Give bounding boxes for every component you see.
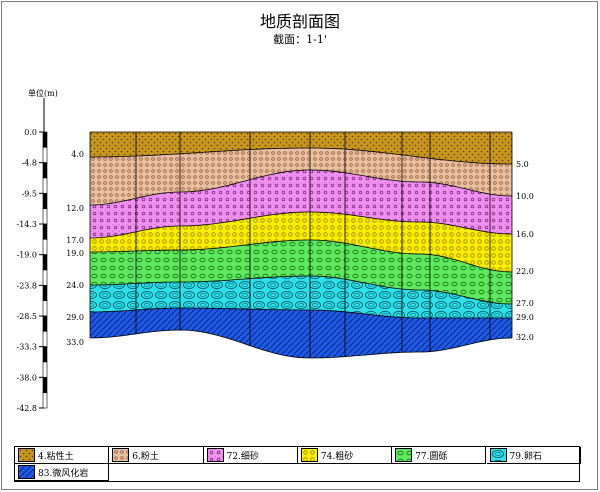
- axis-scale-block: [42, 239, 48, 255]
- axis-scale-block: [42, 223, 48, 240]
- axis-tick-label: -38.0: [16, 373, 37, 382]
- axis-scale-block: [42, 361, 48, 378]
- layer-boundary: [89, 211, 513, 239]
- axis-scale-block: [42, 131, 48, 148]
- axis-scale-block: [42, 208, 48, 225]
- left-depth-label: 4.0: [71, 150, 84, 159]
- legend-swatch: [489, 448, 507, 462]
- right-depth-label: 29.0: [516, 313, 534, 322]
- layer-boundary: [90, 147, 512, 165]
- layer-boundary: [90, 239, 513, 273]
- borehole-lines: [89, 132, 513, 358]
- legend-item-72: 72.细砂: [203, 447, 298, 464]
- left-depth-label: 19.0: [66, 249, 84, 258]
- layer-boundary: [89, 329, 513, 359]
- legend-item-6: 6.粉土: [109, 447, 204, 464]
- axis-tick-label: -23.8: [16, 281, 37, 290]
- layer-boundary: [90, 275, 513, 305]
- legend-label: 83.微风化岩: [38, 468, 89, 479]
- axis-tick-label: -33.3: [16, 343, 37, 352]
- legend-item-74: 74.粗砂: [297, 447, 393, 464]
- axis-scale-block: [42, 315, 48, 332]
- layer-79: [90, 276, 512, 318]
- axis-scale-block: [42, 285, 48, 301]
- axis-tick-label: -28.5: [16, 312, 37, 321]
- axis-scale-block: [42, 377, 48, 393]
- left-depth-label: 12.0: [66, 204, 84, 213]
- legend-label: 79.卵石: [509, 451, 542, 462]
- axis-scale-block: [42, 346, 48, 363]
- layer-boundary: [89, 169, 513, 206]
- legend-label: 77.圆砾: [415, 451, 448, 462]
- right-depth-label: 22.0: [516, 267, 534, 276]
- legend-label: 72.细砂: [226, 451, 259, 462]
- legend-label: 4.粘性土: [38, 451, 74, 462]
- axis-scale-block: [42, 147, 48, 163]
- cross-section-diagram: 0.0 -4.8 -9.5 -14.3 -19.0 -23.8 -28.5 -33.3 -38.…: [16, 98, 534, 413]
- legend-swatch: [18, 448, 35, 462]
- left-depth-label: 17.0: [66, 236, 84, 245]
- units-label: 单位(m): [28, 89, 58, 98]
- axis-tick-label: -42.8: [16, 404, 37, 413]
- legend-label: 74.粗砂: [320, 451, 354, 462]
- legend-item-4: 4.粘性土: [15, 447, 110, 464]
- legend-item-83: 83.微风化岩: [15, 464, 110, 481]
- axis-scale-block: [42, 331, 48, 347]
- layer-74: [90, 212, 512, 272]
- layer-72: [90, 170, 512, 238]
- left-depth-label: 24.0: [66, 281, 84, 290]
- legend-swatch: [395, 448, 413, 462]
- legend: 4.粘性土 6.粉土 72.细砂 74.粗砂 77.圆砾 79.卵石 83.微风化岩: [14, 446, 581, 482]
- axis-scale-block: [42, 177, 48, 194]
- axis-scale-block: [42, 162, 48, 179]
- page-title: 地质剖面图: [259, 12, 340, 31]
- layers-group: [89, 131, 513, 359]
- axis-tick-label: 0.0: [24, 128, 37, 137]
- right-depth-label: 5.0: [516, 160, 529, 169]
- legend-swatch: [112, 448, 130, 462]
- depth-axis: 0.0 -4.8 -9.5 -14.3 -19.0 -23.8 -28.5 -33.3 -38.…: [16, 98, 48, 413]
- layer-6: [90, 148, 512, 205]
- axis-tick-label: -9.5: [22, 189, 37, 198]
- legend-swatch: [300, 448, 318, 462]
- left-depth-labels: 4.0 12.0 17.0 19.0 24.0 29.0 33.0: [66, 150, 84, 347]
- axis-scale-block: [42, 193, 48, 209]
- legend-item-77: 77.圆砾: [392, 447, 487, 464]
- right-depth-labels: 5.0 10.0 16.0 22.0 27.0 29.0 32.0: [516, 160, 534, 342]
- axis-scale-block: [42, 392, 48, 409]
- left-depth-label: 29.0: [66, 313, 84, 322]
- layer-83: [90, 308, 512, 358]
- legend-item-79: 79.卵石: [486, 447, 581, 464]
- layer-77: [90, 240, 512, 304]
- legend-label: 6.粉土: [132, 451, 159, 462]
- axis-scale-block: [42, 300, 48, 317]
- right-depth-label: 10.0: [516, 192, 534, 201]
- right-depth-label: 27.0: [516, 299, 534, 308]
- layer-boundary: [90, 307, 512, 319]
- axis-tick-label: -19.0: [16, 251, 37, 260]
- right-depth-label: 32.0: [516, 333, 534, 342]
- legend-swatch: [206, 448, 224, 462]
- axis-scale-block: [42, 254, 48, 271]
- right-depth-label: 16.0: [516, 230, 534, 239]
- axis-tick-label: -14.3: [16, 220, 37, 229]
- left-depth-label: 33.0: [66, 338, 84, 347]
- legend-swatch: [18, 465, 35, 479]
- axis-scale-block: [42, 269, 48, 286]
- section-subtitle: 截面：1-1': [273, 33, 327, 46]
- axis-tick-label: -4.8: [22, 159, 37, 168]
